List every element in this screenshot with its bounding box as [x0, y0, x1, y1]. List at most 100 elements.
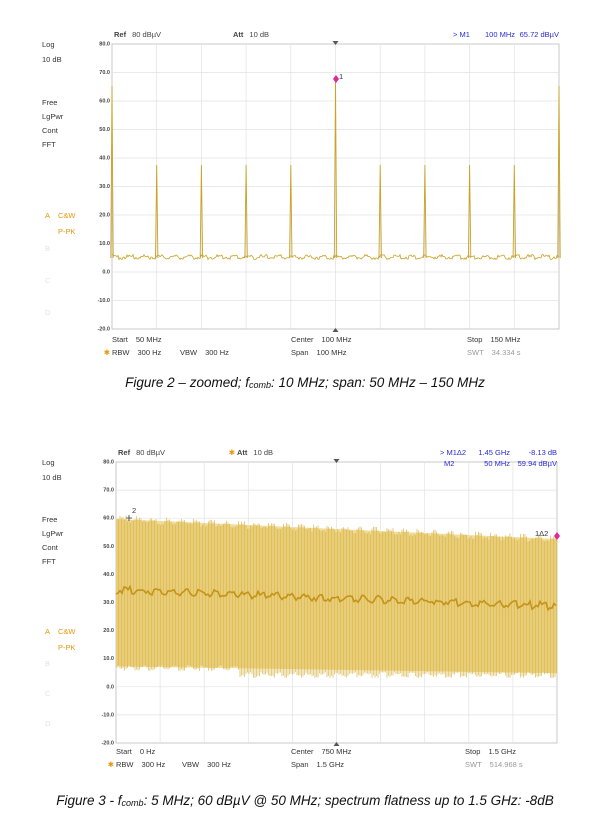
side-label: Log — [42, 458, 55, 467]
stop-label: Stop — [467, 335, 482, 344]
y-tick-label: 20.0 — [103, 628, 114, 634]
caption-sub: comb — [249, 380, 271, 390]
span-label: Span — [291, 760, 309, 769]
rbw: RBW 300 Hz — [116, 760, 166, 769]
trace-letter: A — [45, 211, 50, 220]
start: Start 50 MHz — [112, 335, 162, 344]
caption: Figure 2 – zoomed; fcomb: 10 MHz; span: … — [125, 375, 485, 391]
vbw: VBW 300 Hz — [182, 760, 231, 769]
stop: Stop 1.5 GHz — [465, 747, 516, 756]
ref-level: Ref 80 dBµV — [114, 30, 161, 39]
y-tick-label: 70.0 — [99, 70, 110, 76]
trace-fill — [116, 519, 557, 674]
stop: Stop 150 MHz — [467, 335, 521, 344]
rbw-flag-icon: ✱ — [104, 348, 110, 357]
attenuation: Att 10 dB — [237, 448, 273, 457]
y-tick-label: 80.0 — [103, 459, 114, 465]
ref-value: 80 dBµV — [132, 30, 161, 39]
swt: SWT 34.334 s — [467, 348, 521, 357]
rbw: RBW 300 Hz — [112, 348, 162, 357]
vbw-value: 300 Hz — [205, 348, 229, 357]
side-label: FFT — [42, 557, 56, 566]
ref-label: Ref — [118, 448, 131, 457]
stop-value: 1.5 GHz — [488, 747, 516, 756]
rbw-label: RBW — [116, 760, 134, 769]
caption-text: : 10 MHz; span: 50 MHz – 150 MHz — [271, 375, 485, 390]
trace-spike — [289, 164, 293, 259]
faded-trace: D — [45, 719, 51, 728]
marker-readout: -8.13 dB — [529, 448, 557, 457]
stop-label: Stop — [465, 747, 480, 756]
y-tick-label: 0.0 — [106, 684, 114, 690]
marker-readout: M2 — [444, 459, 454, 468]
marker-readout: 50 MHz — [484, 459, 510, 468]
ref-label: Ref — [114, 30, 127, 39]
rbw-value: 300 Hz — [142, 760, 166, 769]
marker-readout: 1.45 GHz — [478, 448, 510, 457]
att-label: Att — [237, 448, 248, 457]
y-tick-label: -10.0 — [97, 298, 110, 304]
y-tick-label: 60.0 — [103, 516, 114, 522]
y-tick-label: 50.0 — [99, 127, 110, 133]
marker-readout: > M1 — [453, 30, 470, 39]
trace — [112, 253, 560, 261]
side-label: Free — [42, 98, 57, 107]
start-label: Start — [112, 335, 129, 344]
span: Span 1.5 GHz — [291, 760, 344, 769]
rbw-label: RBW — [112, 348, 130, 357]
marker-readout: 100 MHz — [485, 30, 515, 39]
trace-detector: P-PK — [58, 227, 76, 236]
side-label: LgPwr — [42, 112, 64, 121]
center-label: Center — [291, 335, 314, 344]
marker-readout: 65.72 dBµV — [520, 30, 559, 39]
att-value: 10 dB — [249, 30, 269, 39]
stop-value: 150 MHz — [490, 335, 520, 344]
center-marker — [332, 41, 339, 45]
y-tick-label: 40.0 — [103, 572, 114, 578]
rbw-value: 300 Hz — [138, 348, 162, 357]
trace-spike — [512, 164, 516, 259]
marker-icon — [126, 515, 132, 521]
caption-text: Figure 3 - f — [56, 793, 123, 808]
y-tick-label: 80.0 — [99, 41, 110, 47]
swt-value: 514.968 s — [490, 760, 523, 769]
y-tick-label: 20.0 — [99, 212, 110, 218]
faded-trace: B — [45, 659, 50, 668]
ref-level: Ref 80 dBµV — [118, 448, 165, 457]
trace-spike — [110, 85, 114, 259]
span: Span 100 MHz — [291, 348, 347, 357]
start: Start 0 Hz — [116, 747, 156, 756]
swt: SWT 514.968 s — [465, 760, 523, 769]
center: Center 100 MHz — [291, 335, 352, 344]
trace-spike — [378, 164, 382, 259]
attenuation: Att 10 dB — [233, 30, 269, 39]
y-tick-label: 10.0 — [99, 241, 110, 247]
start-value: 50 MHz — [136, 335, 162, 344]
y-tick-label: -20.0 — [101, 740, 114, 746]
faded-trace: C — [45, 276, 51, 285]
trace-spike — [557, 85, 561, 259]
trace-name: C&W — [58, 211, 76, 220]
swt-value: 34.334 s — [492, 348, 521, 357]
faded-trace: D — [45, 308, 51, 317]
y-tick-label: 30.0 — [103, 600, 114, 606]
span-value: 100 MHz — [317, 348, 347, 357]
side-label: 10 dB — [42, 55, 62, 64]
y-tick-label: 70.0 — [103, 488, 114, 494]
y-tick-label: 60.0 — [99, 98, 110, 104]
marker-label: 1Δ2 — [535, 529, 548, 538]
y-tick-label: 40.0 — [99, 155, 110, 161]
marker-readout: 59.94 dBµV — [518, 459, 557, 468]
trace-spike — [199, 164, 204, 259]
ref-value: 80 dBµV — [136, 448, 165, 457]
faded-trace: C — [45, 689, 51, 698]
center-label: Center — [291, 747, 314, 756]
marker-readout: > M1Δ2 — [440, 448, 466, 457]
center-marker — [332, 328, 339, 332]
y-tick-label: 0.0 — [102, 269, 110, 275]
caption-text: : 5 MHz; 60 dBµV @ 50 MHz; spectrum flat… — [144, 793, 554, 808]
y-tick-label: -20.0 — [97, 326, 110, 332]
trace — [115, 584, 557, 612]
